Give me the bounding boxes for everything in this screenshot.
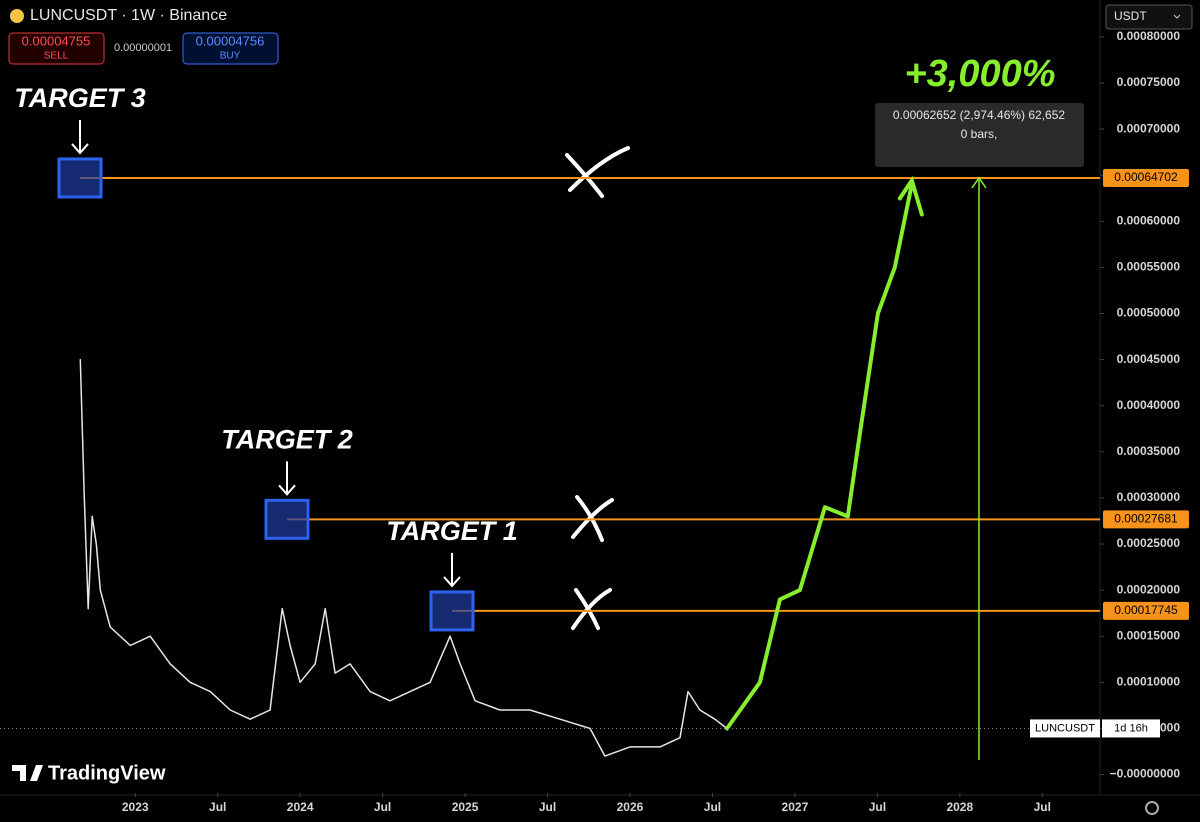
symbol-icon <box>10 9 24 23</box>
target-label: TARGET 1 <box>386 516 518 546</box>
level-tag <box>1103 168 1189 187</box>
cross-marks <box>565 146 630 630</box>
x-tick-label: 2025 <box>452 800 479 814</box>
y-tick-label: 0.00040000 <box>1117 398 1181 412</box>
price-line <box>79 358 728 757</box>
x-tick-label: Jul <box>869 800 886 814</box>
x-tick-label: 2026 <box>617 800 644 814</box>
target-arrow <box>443 552 461 588</box>
x-tick-label: 2023 <box>122 800 149 814</box>
projection-arrowhead <box>897 175 924 217</box>
measure-arrowhead <box>971 176 987 189</box>
currency-select[interactable] <box>1105 4 1193 30</box>
spread: 0.00000001 <box>114 42 172 54</box>
target-arrow <box>278 461 296 496</box>
level-tag <box>1103 601 1189 620</box>
settings-icon[interactable] <box>1145 801 1159 815</box>
headline: +3,000% <box>904 53 1055 95</box>
sell-button[interactable] <box>8 32 105 65</box>
y-tick-label: 0.00015000 <box>1117 628 1181 642</box>
y-tick-label: 0.00045000 <box>1117 352 1181 366</box>
target-box <box>429 590 475 632</box>
y-tick-label: 0.00035000 <box>1117 444 1181 458</box>
y-tick-label: 0.00055000 <box>1117 260 1181 274</box>
x-tick-label: 2027 <box>782 800 809 814</box>
y-tick-label: 0.00050000 <box>1117 306 1181 320</box>
projection-line <box>725 182 914 731</box>
last-tag <box>1030 719 1100 738</box>
measure-tooltip <box>875 103 1084 167</box>
y-tick-label: 0.00080000 <box>1117 29 1181 43</box>
countdown-tag <box>1102 719 1160 738</box>
x-tick-label: Jul <box>539 800 556 814</box>
y-tick-label: 0.00075000 <box>1117 75 1181 89</box>
sell-label: SELL <box>44 51 69 62</box>
x-tick-label: Jul <box>374 800 391 814</box>
last-symbol: LUNCUSDT <box>1035 722 1095 734</box>
level-tag <box>1103 510 1189 529</box>
x-tick-label: Jul <box>704 800 721 814</box>
target-box <box>264 498 310 540</box>
sell-price: 0.00004755 <box>22 33 91 48</box>
symbol-title: LUNCUSDT · 1W · Binance <box>30 7 227 24</box>
y-tick-label: 0.00070000 <box>1117 121 1181 135</box>
measure-text: 0.00062652 (2,974.46%) 62,652 <box>893 108 1065 122</box>
y-tick-label: 0.00010000 <box>1117 675 1181 689</box>
dropdown-caret <box>1173 14 1181 19</box>
buy-label: BUY <box>220 51 241 62</box>
x-tick-label: Jul <box>1034 800 1051 814</box>
measure-bars: 0 bars, <box>961 127 998 141</box>
buy-price: 0.00004756 <box>196 33 265 48</box>
brand: TradingView <box>48 762 166 784</box>
y-tick-label: 0.00020000 <box>1117 582 1181 596</box>
y-tick-label: 0.00025000 <box>1117 536 1181 550</box>
x-tick-label: Jul <box>209 800 226 814</box>
currency: USDT <box>1114 9 1147 23</box>
level-value: 0.00017745 <box>1114 603 1178 617</box>
y-tick-label: 0.00030000 <box>1117 490 1181 504</box>
tv-logo <box>12 765 43 781</box>
buy-button[interactable] <box>182 32 279 65</box>
target-label: TARGET 3 <box>14 83 146 113</box>
y-tick-label: 0.00060000 <box>1117 213 1181 227</box>
level-value: 0.00064702 <box>1114 170 1178 184</box>
target-arrow <box>71 119 89 155</box>
x-tick-label: 2024 <box>287 800 314 814</box>
level-value: 0.00027681 <box>1114 511 1178 525</box>
y-tick-label: −0.00000000 <box>1110 767 1181 781</box>
target-label: TARGET 2 <box>221 424 353 454</box>
countdown: 1d 16h <box>1114 722 1148 734</box>
x-tick-label: 2028 <box>946 800 973 814</box>
target-box <box>57 157 103 199</box>
